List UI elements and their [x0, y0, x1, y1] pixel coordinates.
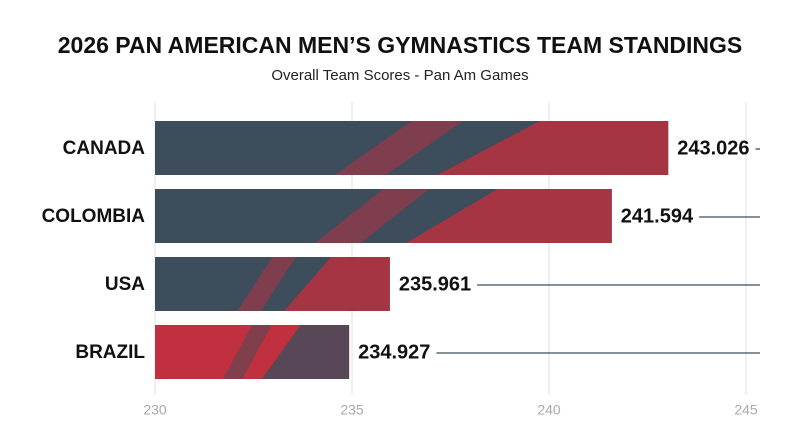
x-tick-label: 230: [143, 402, 167, 418]
chart-title: 2026 PAN AMERICAN MEN’S GYMNASTICS TEAM …: [58, 32, 743, 58]
bar-facet: [334, 121, 463, 175]
value-label: 235.961: [399, 273, 471, 295]
y-tick-label: USA: [105, 274, 145, 295]
bar-facet: [314, 189, 430, 243]
bar-facet: [437, 121, 669, 175]
bar-facet: [237, 257, 296, 311]
x-tick-label: 235: [340, 402, 364, 418]
bar-decoration: [314, 189, 612, 243]
y-tick-label: BRAZIL: [75, 342, 145, 363]
y-tick-label: COLOMBIA: [42, 206, 146, 227]
value-label: 243.026: [677, 137, 749, 159]
bar-facet: [284, 257, 390, 311]
value-label: 241.594: [621, 205, 694, 227]
bar-facet: [406, 189, 612, 243]
bar-decoration: [237, 257, 390, 311]
value-label: 234.927: [358, 341, 430, 363]
bar-facet: [222, 325, 272, 379]
chart-subtitle: Overall Team Scores - Pan Am Games: [271, 67, 528, 84]
x-tick-label: 240: [537, 402, 561, 418]
bar-facet: [261, 325, 350, 379]
bar-decoration: [222, 325, 350, 379]
y-tick-label: CANADA: [63, 138, 146, 159]
x-tick-label: 245: [734, 402, 758, 418]
bar-decoration: [334, 121, 669, 175]
